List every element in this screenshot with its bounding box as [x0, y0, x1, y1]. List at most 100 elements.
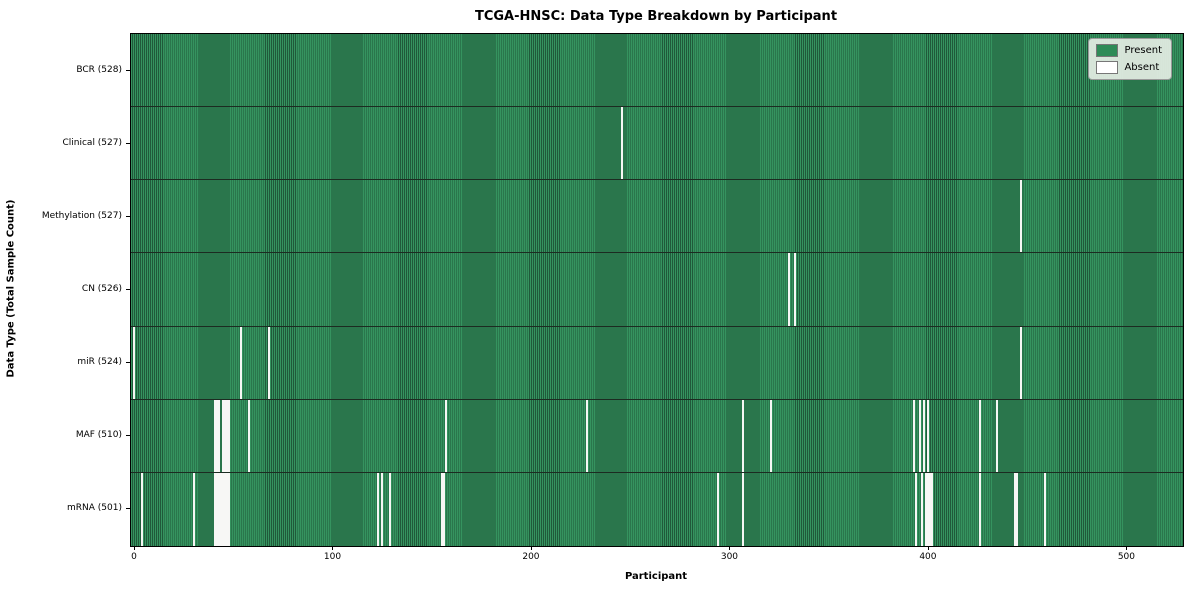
y-tick-label-bcr: BCR (528)	[76, 64, 122, 75]
absent-cell	[222, 399, 225, 473]
absent-cell	[793, 253, 796, 327]
x-tick-label-500: 500	[1117, 552, 1135, 562]
absent-cell	[621, 107, 624, 181]
absent-cell	[228, 399, 231, 473]
absent-cell	[226, 472, 229, 546]
absent-cell	[1014, 472, 1017, 546]
absent-cell	[978, 399, 981, 473]
legend-item-present: Present	[1096, 44, 1162, 57]
x-tick-mark	[729, 546, 731, 550]
absent-cell	[267, 326, 270, 400]
y-tick-mark	[126, 69, 130, 71]
absent-cell	[928, 472, 931, 546]
y-tick-label-clinical: Clinical (527)	[62, 137, 122, 148]
legend: Present Absent	[1088, 38, 1172, 80]
absent-cell	[440, 472, 443, 546]
legend-item-absent: Absent	[1096, 61, 1162, 74]
absent-cell	[444, 399, 447, 473]
heatmap-row-methylation	[131, 180, 1183, 254]
absent-cell	[915, 472, 917, 546]
absent-cell	[930, 472, 933, 546]
present-cells	[131, 180, 1183, 254]
heatmap-row-mrna	[131, 472, 1183, 546]
absent-cell	[218, 399, 221, 473]
absent-cell	[377, 472, 380, 546]
heatmap-row-cn	[131, 253, 1183, 327]
x-axis-label: Participant	[624, 571, 688, 582]
absent-cell	[918, 399, 921, 473]
heatmap-row-clinical	[131, 107, 1183, 181]
absent-cell	[742, 472, 745, 546]
heatmap-row-bcr	[131, 34, 1183, 108]
absent-cell	[1044, 472, 1047, 546]
y-tick-mark	[126, 215, 130, 217]
absent-cell	[1020, 326, 1023, 400]
absent-cell	[716, 472, 719, 546]
absent-cell	[585, 399, 588, 473]
y-tick-mark	[126, 362, 130, 364]
present-cells	[131, 472, 1183, 546]
present-cells	[131, 107, 1183, 181]
absent-cell	[226, 399, 229, 473]
present-swatch-icon	[1096, 44, 1119, 57]
absent-cell	[389, 472, 392, 546]
absent-cell	[920, 472, 923, 546]
absent-cell	[214, 399, 217, 473]
y-tick-label-cn: CN (526)	[81, 284, 122, 294]
y-tick-mark	[126, 142, 130, 144]
absent-cell	[922, 399, 925, 473]
heatmap-plot-area	[130, 33, 1184, 547]
absent-cell	[222, 472, 225, 546]
absent-cell	[926, 399, 929, 473]
absent-cell	[228, 472, 231, 546]
absent-cell	[742, 399, 745, 473]
x-tick-mark	[1126, 546, 1128, 550]
present-cells	[131, 326, 1183, 400]
y-tick-mark	[126, 435, 130, 437]
absent-cell	[1016, 472, 1019, 546]
absent-cell	[192, 472, 195, 546]
y-tick-mark	[126, 508, 130, 510]
y-tick-label-mir: miR (524)	[77, 357, 122, 368]
absent-cell	[224, 472, 227, 546]
absent-cell	[770, 399, 773, 473]
absent-cell	[248, 399, 251, 473]
absent-cell	[214, 472, 217, 546]
y-tick-label-methylation: Methylation (527)	[41, 210, 122, 221]
legend-label-absent: Absent	[1124, 62, 1160, 73]
absent-cell	[224, 399, 227, 473]
present-cells	[131, 253, 1183, 327]
absent-cell	[132, 326, 135, 400]
chart-title: TCGA-HNSC: Data Type Breakdown by Partic…	[474, 9, 838, 24]
absent-cell	[978, 472, 981, 546]
y-tick-label-mrna: mRNA (501)	[67, 503, 122, 514]
absent-cell	[140, 472, 143, 546]
absent-cell	[220, 472, 223, 546]
y-tick-mark	[126, 289, 130, 290]
x-tick-mark	[530, 546, 532, 550]
absent-cell	[913, 399, 916, 473]
absent-swatch-icon	[1096, 61, 1119, 74]
heatmap-row-mir	[131, 326, 1183, 400]
legend-label-present: Present	[1124, 45, 1162, 56]
x-tick-label-100: 100	[323, 552, 342, 562]
absent-cell	[381, 472, 384, 546]
y-axis-label: Data Type (Total Sample Count)	[5, 199, 17, 378]
absent-cell	[218, 472, 221, 546]
absent-cell	[216, 399, 219, 473]
x-tick-label-400: 400	[919, 552, 937, 562]
x-tick-label-0: 0	[131, 552, 137, 562]
x-tick-mark	[927, 546, 929, 550]
absent-cell	[787, 253, 790, 327]
absent-cell	[216, 472, 219, 546]
x-tick-mark	[332, 546, 334, 550]
present-cells	[131, 399, 1183, 473]
y-tick-label-maf: MAF (510)	[75, 430, 122, 441]
present-cells	[131, 34, 1183, 108]
absent-cell	[926, 472, 929, 546]
absent-cell	[1020, 180, 1023, 254]
x-tick-label-300: 300	[720, 552, 739, 562]
x-tick-label-200: 200	[522, 552, 540, 562]
absent-cell	[996, 399, 999, 473]
